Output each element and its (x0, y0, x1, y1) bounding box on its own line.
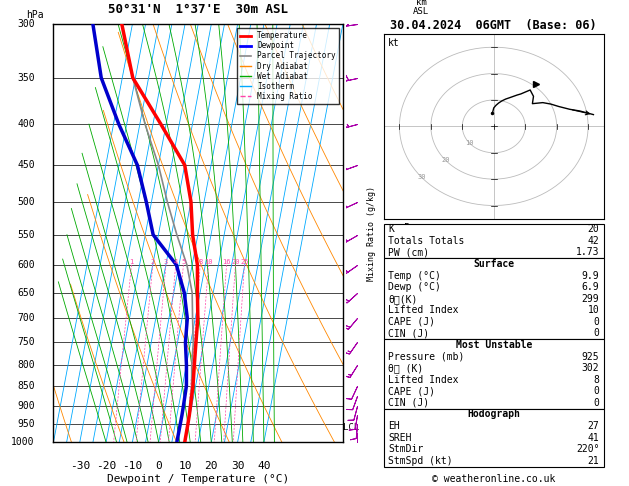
Text: 50°31'N  1°37'E  30m ASL: 50°31'N 1°37'E 30m ASL (108, 3, 288, 16)
Text: 2: 2 (151, 259, 155, 265)
Text: StmDir: StmDir (388, 444, 423, 454)
Text: Temp (°C): Temp (°C) (388, 271, 441, 280)
Text: 10: 10 (587, 305, 599, 315)
Text: 750: 750 (17, 337, 35, 347)
Text: 0: 0 (594, 329, 599, 338)
Text: 900: 900 (17, 400, 35, 411)
Text: 20: 20 (231, 259, 240, 265)
Text: 0: 0 (594, 398, 599, 408)
Text: -10: -10 (122, 461, 143, 471)
Text: 41: 41 (587, 433, 599, 443)
Text: 8: 8 (404, 75, 409, 85)
Text: 1: 1 (404, 400, 409, 410)
Text: θᴇ(K): θᴇ(K) (388, 294, 418, 304)
Text: Surface: Surface (473, 259, 515, 269)
Text: 40: 40 (257, 461, 270, 471)
Text: 30.04.2024  06GMT  (Base: 06): 30.04.2024 06GMT (Base: 06) (391, 18, 597, 32)
Text: 0: 0 (155, 461, 162, 471)
Text: 1000: 1000 (11, 437, 35, 447)
Text: Dewp (°C): Dewp (°C) (388, 282, 441, 292)
Text: θᴇ (K): θᴇ (K) (388, 363, 423, 373)
Text: 10: 10 (178, 461, 192, 471)
Text: 16: 16 (222, 259, 231, 265)
Text: 550: 550 (17, 230, 35, 240)
Text: 6: 6 (404, 176, 409, 187)
Text: EH: EH (388, 421, 400, 431)
Text: 9.9: 9.9 (582, 271, 599, 280)
Text: 20: 20 (204, 461, 218, 471)
Bar (384, 224, 604, 258)
Text: 3: 3 (164, 259, 168, 265)
Text: CAPE (J): CAPE (J) (388, 317, 435, 327)
Text: 2: 2 (404, 358, 409, 367)
Text: 850: 850 (17, 381, 35, 391)
Text: 302: 302 (582, 363, 599, 373)
Text: StmSpd (kt): StmSpd (kt) (388, 456, 453, 466)
Text: K: K (388, 225, 394, 234)
Text: 450: 450 (17, 160, 35, 170)
Text: Totals Totals: Totals Totals (388, 236, 464, 246)
Text: 925: 925 (582, 352, 599, 362)
Text: 350: 350 (17, 73, 35, 83)
Text: 7: 7 (404, 126, 409, 136)
Text: Dewpoint / Temperature (°C): Dewpoint / Temperature (°C) (107, 473, 289, 484)
Text: Pressure (mb): Pressure (mb) (388, 352, 464, 362)
Text: hPa: hPa (26, 10, 43, 20)
Text: LCL: LCL (343, 423, 359, 432)
Text: © weatheronline.co.uk: © weatheronline.co.uk (432, 473, 555, 484)
Text: SREH: SREH (388, 433, 411, 443)
Text: 0: 0 (594, 386, 599, 397)
Text: CAPE (J): CAPE (J) (388, 386, 435, 397)
Text: 1.73: 1.73 (576, 247, 599, 258)
Text: 700: 700 (17, 313, 35, 324)
Text: -30: -30 (70, 461, 90, 471)
Text: 8: 8 (198, 259, 203, 265)
Text: 25: 25 (240, 259, 248, 265)
Text: Mixing Ratio (g/kg): Mixing Ratio (g/kg) (367, 186, 376, 281)
Text: 650: 650 (17, 288, 35, 298)
Text: 400: 400 (17, 119, 35, 129)
Text: -20: -20 (96, 461, 116, 471)
Text: 4: 4 (174, 259, 178, 265)
Text: 0: 0 (594, 317, 599, 327)
Text: CIN (J): CIN (J) (388, 329, 429, 338)
Text: 42: 42 (587, 236, 599, 246)
Text: 20: 20 (442, 157, 450, 163)
Text: 5: 5 (181, 259, 186, 265)
Text: 300: 300 (17, 19, 35, 29)
Text: 10: 10 (465, 140, 474, 146)
Text: Lifted Index: Lifted Index (388, 375, 459, 385)
Text: 299: 299 (582, 294, 599, 304)
Text: 1: 1 (130, 259, 133, 265)
Text: 27: 27 (587, 421, 599, 431)
Text: Most Unstable: Most Unstable (455, 340, 532, 350)
Text: 950: 950 (17, 419, 35, 430)
Text: 800: 800 (17, 360, 35, 370)
Text: 3: 3 (404, 313, 409, 324)
Text: 30: 30 (231, 461, 244, 471)
Bar (384, 409, 604, 467)
Bar (384, 258, 604, 339)
Text: 600: 600 (17, 260, 35, 270)
Text: 4: 4 (404, 267, 409, 277)
Text: 21: 21 (587, 456, 599, 466)
Text: kt: kt (388, 38, 400, 48)
Text: 30: 30 (417, 174, 426, 180)
Text: 5: 5 (404, 224, 409, 233)
Text: 20: 20 (587, 225, 599, 234)
Text: km
ASL: km ASL (413, 0, 429, 16)
Text: 6.9: 6.9 (582, 282, 599, 292)
Text: 10: 10 (204, 259, 213, 265)
Text: Hodograph: Hodograph (467, 410, 520, 419)
Text: CIN (J): CIN (J) (388, 398, 429, 408)
Legend: Temperature, Dewpoint, Parcel Trajectory, Dry Adiabat, Wet Adiabat, Isotherm, Mi: Temperature, Dewpoint, Parcel Trajectory… (237, 28, 339, 104)
Text: 500: 500 (17, 197, 35, 207)
Text: PW (cm): PW (cm) (388, 247, 429, 258)
Text: 8: 8 (594, 375, 599, 385)
Bar (384, 339, 604, 409)
Text: Lifted Index: Lifted Index (388, 305, 459, 315)
Text: 220°: 220° (576, 444, 599, 454)
